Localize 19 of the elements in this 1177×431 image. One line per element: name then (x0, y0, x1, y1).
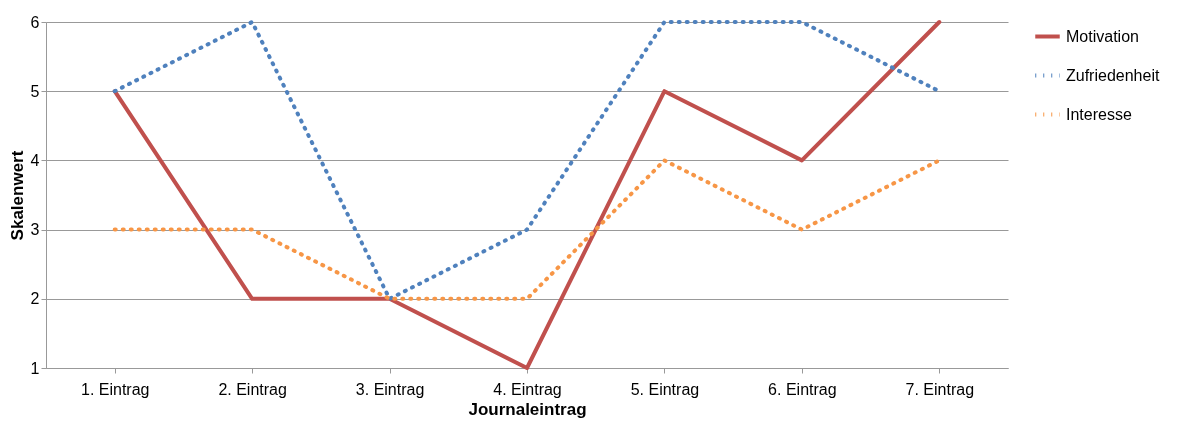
x-tick-label: 4. Eintrag (493, 380, 562, 398)
x-tick-label: 3. Eintrag (355, 380, 425, 398)
x-tick-label: 6. Eintrag (768, 380, 837, 398)
line-series (112, 20, 942, 370)
legend-label: Interesse (1066, 105, 1132, 123)
y-tick-label: 4 (30, 151, 40, 169)
y-axis-title: Skalenwert (7, 150, 27, 241)
y-tick-label: 2 (30, 290, 40, 308)
x-tick-label: 2. Eintrag (218, 380, 287, 398)
legend-label: Motivation (1066, 27, 1139, 45)
y-tick-label: 3 (30, 221, 40, 239)
y-tick-label: 1 (30, 359, 40, 377)
x-tick-label: 5. Eintrag (630, 380, 700, 398)
legend-label: Zufriedenheit (1066, 66, 1160, 84)
y-tick-label: 6 (30, 13, 40, 31)
x-tick-label: 7. Eintrag (905, 380, 975, 398)
x-axis-title: Journaleintrag (468, 399, 587, 419)
x-tick-label: 1. Eintrag (80, 380, 150, 398)
y-tick-label: 5 (30, 82, 40, 100)
